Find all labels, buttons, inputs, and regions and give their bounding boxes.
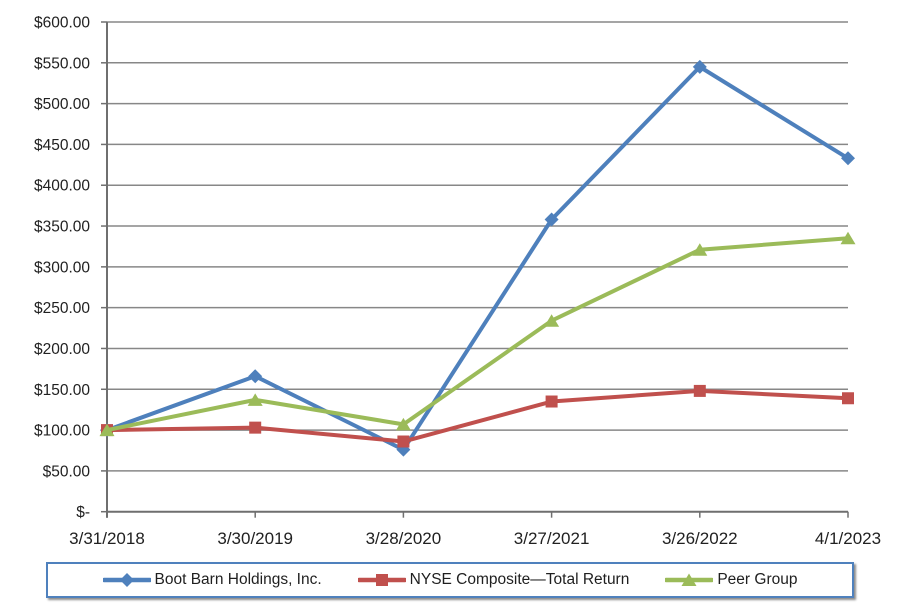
legend-entry-boot-barn: Boot Barn Holdings, Inc. — [102, 571, 322, 589]
y-axis-tick-label: $150.00 — [34, 382, 90, 399]
data-point-triangle-marker — [692, 243, 708, 256]
data-point-diamond-marker — [841, 151, 855, 166]
x-axis-tick-label: 3/28/2020 — [366, 529, 442, 548]
y-axis-tick-label: $300.00 — [34, 259, 90, 276]
series-line — [105, 236, 850, 433]
y-axis-tick-label: $450.00 — [34, 137, 90, 154]
data-point-triangle-marker — [395, 417, 411, 431]
chart-legend: Boot Barn Holdings, Inc. NYSE Composite—… — [46, 562, 854, 598]
data-point-diamond-marker — [248, 369, 263, 384]
data-point-triangle-marker — [247, 393, 263, 406]
y-axis-tick-label: $400.00 — [34, 178, 90, 195]
y-axis-tick-label: $100.00 — [34, 423, 90, 440]
chart-svg: $600.00 $550.00 $500.00 $450.00 $400.00 $350.… — [34, 15, 881, 549]
legend-line-square-icon — [357, 574, 406, 586]
data-point-triangle-marker — [544, 314, 560, 327]
y-axis-tick-label: $600.00 — [34, 15, 90, 32]
data-point-square-marker — [842, 392, 854, 405]
data-point-triangle-marker — [840, 231, 856, 245]
data-point-square-marker — [249, 421, 262, 434]
legend-label: Peer Group — [717, 571, 798, 588]
data-point-diamond-marker — [544, 212, 559, 227]
x-axis-tick-label: 3/27/2021 — [514, 529, 590, 548]
data-point-diamond-marker — [119, 573, 134, 587]
y-axis-tick-label: $50.00 — [43, 463, 91, 480]
x-axis-tick-label: 4/1/2023 — [815, 529, 881, 548]
y-axis-tick-label: $200.00 — [34, 341, 90, 358]
data-point-square-marker — [375, 574, 388, 586]
legend-line-diamond-icon — [102, 573, 151, 587]
legend-line-triangle-icon — [665, 573, 714, 586]
legend-label: Boot Barn Holdings, Inc. — [154, 571, 322, 588]
data-point-square-marker — [397, 435, 410, 448]
legend-entry-nyse-composite: NYSE Composite—Total Return — [357, 571, 630, 589]
y-axis-tick-label: $500.00 — [34, 96, 90, 113]
data-point-square-marker — [693, 384, 706, 397]
y-axis-tick-label: $250.00 — [34, 300, 90, 317]
x-axis-tick-label: 3/30/2019 — [217, 529, 293, 548]
data-point-triangle-marker — [99, 423, 115, 437]
series-triangle — [99, 231, 856, 437]
x-axis-tick-label: 3/31/2018 — [69, 529, 145, 548]
y-axis-tick-label: $550.00 — [34, 55, 90, 72]
y-axis-tick-label: $- — [76, 504, 90, 521]
x-axis-tick-label: 3/26/2022 — [662, 529, 738, 548]
data-point-diamond-marker — [692, 59, 707, 74]
series-square — [101, 384, 854, 448]
data-point-square-marker — [545, 395, 558, 408]
series-line — [105, 64, 850, 452]
series-diamond — [100, 59, 855, 457]
y-axis-tick-label: $350.00 — [34, 219, 90, 236]
legend-entry-peer-group: Peer Group — [665, 571, 797, 589]
series-line — [105, 388, 850, 444]
data-point-triangle-marker — [681, 573, 697, 586]
legend-label: NYSE Composite—Total Return — [409, 571, 630, 588]
